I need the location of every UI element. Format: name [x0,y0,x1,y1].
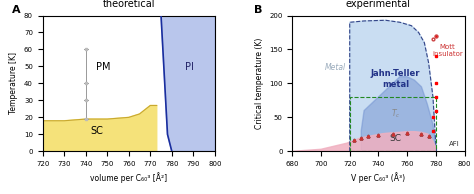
X-axis label: volume per C₆₀³ [Å²]: volume per C₆₀³ [Å²] [90,173,167,184]
Text: SC: SC [90,126,103,136]
Polygon shape [292,132,436,151]
Text: Mott
insulator: Mott insulator [432,44,463,57]
Y-axis label: Critical temperature (K): Critical temperature (K) [255,38,264,129]
Text: PI: PI [184,62,193,72]
Y-axis label: Temperature [K]: Temperature [K] [9,52,18,114]
Polygon shape [161,16,215,151]
Bar [350,97,436,151]
Title: theoretical: theoretical [102,0,155,9]
Polygon shape [361,77,436,151]
Text: B: B [255,5,263,15]
Text: AFI: AFI [449,141,460,147]
Text: PM: PM [96,62,110,72]
Title: experimental: experimental [346,0,411,9]
Text: Jahn-Teller
metal: Jahn-Teller metal [371,69,420,89]
Text: $T_c$: $T_c$ [391,107,401,120]
Polygon shape [350,20,436,151]
Text: SC: SC [390,134,401,143]
Text: Metal: Metal [325,63,346,72]
Text: A: A [12,5,20,15]
X-axis label: V per C₆₀³ (Å³): V per C₆₀³ (Å³) [351,173,405,184]
Polygon shape [43,106,157,151]
